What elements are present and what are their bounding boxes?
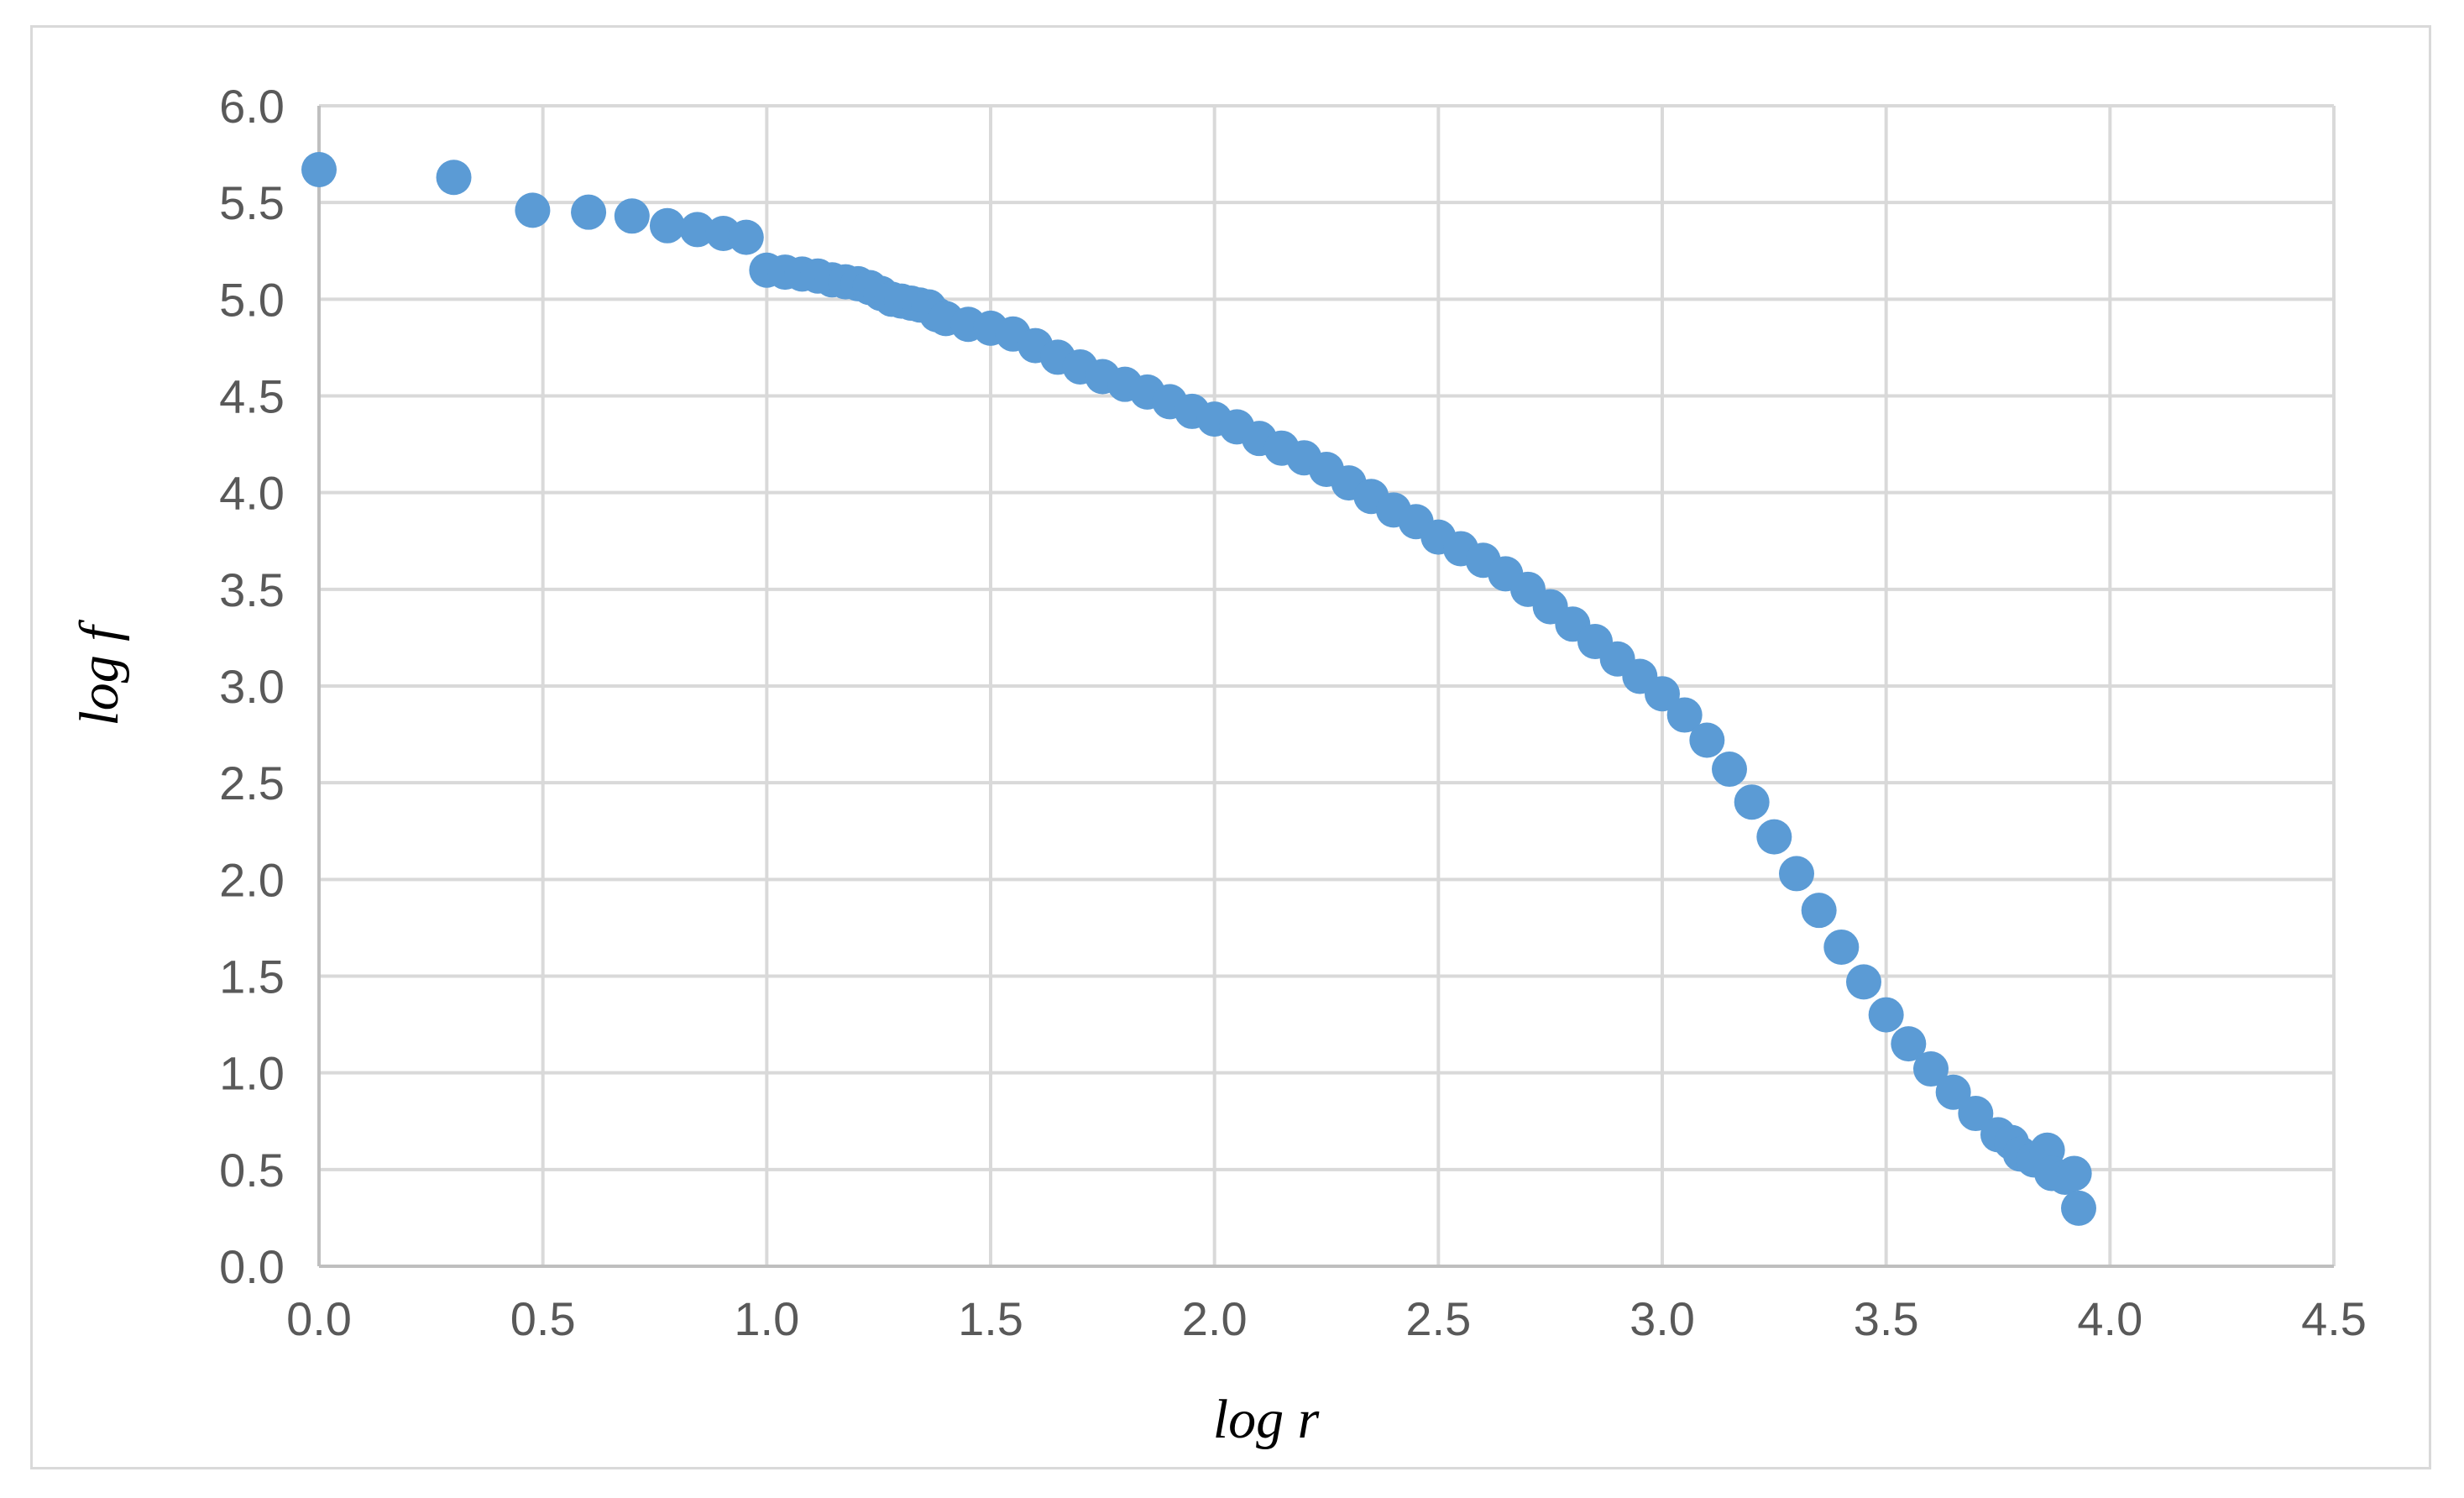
y-tick-label: 2.5 [219, 757, 285, 809]
data-point [1734, 784, 1770, 820]
data-point [2056, 1155, 2092, 1192]
y-tick-label: 4.5 [219, 370, 285, 423]
x-tick-label: 2.0 [1182, 1292, 1248, 1345]
data-point [436, 160, 472, 196]
data-point [1823, 929, 1860, 965]
data-point [1666, 697, 1703, 733]
x-tick-label: 2.5 [1405, 1292, 1471, 1345]
data-point [1913, 1051, 1949, 1087]
y-axis-title: log f [69, 620, 130, 726]
x-tick-label: 1.5 [958, 1292, 1023, 1345]
axes [317, 106, 2334, 1268]
data-point [1689, 722, 1725, 758]
data-points [301, 152, 2096, 1226]
data-point [728, 219, 764, 255]
data-point [1935, 1074, 1971, 1110]
data-point [1958, 1096, 1994, 1132]
y-tick-label: 5.0 [219, 273, 285, 326]
y-tick-label: 4.0 [219, 467, 285, 520]
y-tick-label: 3.0 [219, 660, 285, 713]
data-point [2061, 1190, 2096, 1226]
x-tick-label: 3.0 [1630, 1292, 1695, 1345]
data-point [1645, 676, 1680, 712]
y-tick-label: 0.0 [219, 1240, 285, 1293]
data-point [1846, 964, 1881, 1000]
x-tick-label: 0.5 [510, 1292, 576, 1345]
data-point [571, 194, 607, 230]
y-tick-labels: 0.0 0.5 1.0 1.5 2.0 2.5 3.0 3.5 4.0 4.5 5.0 5.5 6.0 [219, 80, 285, 1293]
data-point [515, 192, 551, 228]
y-tick-label: 3.5 [219, 563, 285, 616]
x-tick-label: 4.5 [2301, 1292, 2367, 1345]
data-point [614, 198, 650, 234]
data-point [1891, 1026, 1927, 1062]
y-tick-label: 1.0 [219, 1047, 285, 1100]
x-tick-label: 0.0 [286, 1292, 352, 1345]
gridlines [317, 104, 2336, 1268]
y-tick-label: 2.0 [219, 853, 285, 906]
data-point [301, 152, 337, 188]
y-tick-label: 6.0 [219, 80, 285, 133]
data-point [1756, 819, 1792, 855]
chart-frame [30, 25, 2431, 1469]
data-point [1801, 893, 1837, 929]
x-tick-label: 3.5 [1854, 1292, 1919, 1345]
y-tick-label: 5.5 [219, 176, 285, 229]
data-point [1779, 856, 1814, 892]
data-point [1712, 752, 1747, 788]
y-tick-label: 0.5 [219, 1144, 285, 1197]
x-tick-label: 1.0 [734, 1292, 799, 1345]
data-point [1868, 997, 1904, 1033]
x-tick-labels: 0.0 0.5 1.0 1.5 2.0 2.5 3.0 3.5 4.0 4.5 [286, 1292, 2367, 1345]
y-tick-label: 1.5 [219, 951, 285, 1003]
data-point [679, 212, 715, 248]
x-tick-label: 4.0 [2077, 1292, 2142, 1345]
data-point [649, 207, 685, 244]
x-axis-title: log r [1213, 1389, 1320, 1450]
